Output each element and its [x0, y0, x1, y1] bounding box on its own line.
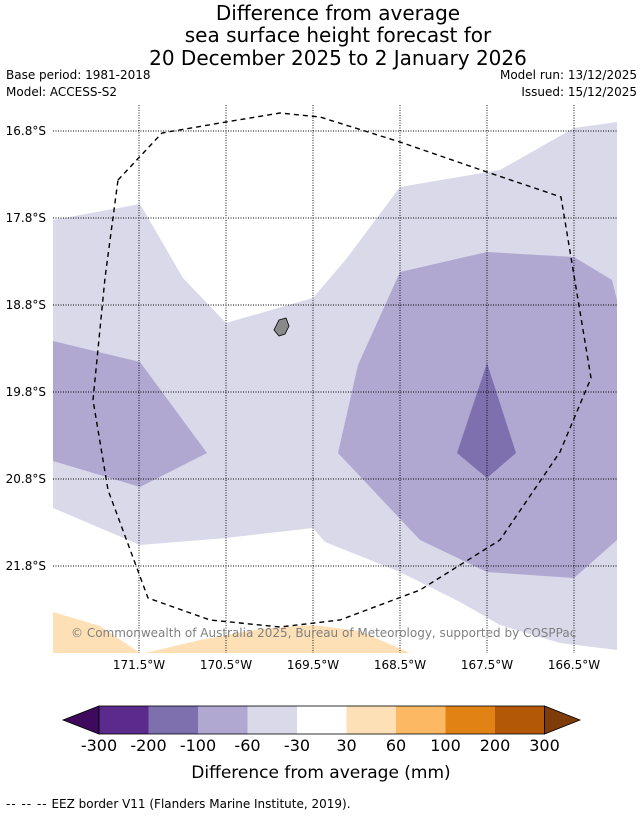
colorbar-title: Difference from average (mm) [191, 763, 450, 783]
colorbar-swatch [198, 706, 248, 734]
colorbar-tick-label: 30 [336, 736, 356, 755]
anomaly-band-medium-west [53, 341, 207, 487]
niue-island [273, 317, 290, 337]
longitude-label: 167.5°W [461, 658, 513, 672]
title-line-2: sea surface height forecast for [184, 23, 492, 47]
colorbar-tick-label: -200 [130, 736, 166, 755]
eez-footnote: -- -- -- EEZ border V11 (Flanders Marine… [6, 797, 351, 811]
latitude-label: 21.8°S [6, 559, 46, 573]
colorbar-tick-label: -300 [81, 736, 117, 755]
title-line-1: Difference from average [215, 1, 461, 25]
issued-date: Issued: 15/12/2025 [521, 85, 637, 99]
colorbar-tick-label: 300 [529, 736, 560, 755]
colorbar-frame [98, 705, 545, 735]
colorbar-swatch [99, 706, 149, 734]
title-line-3: 20 December 2025 to 2 January 2026 [149, 46, 527, 70]
latitude-label: 17.8°S [6, 211, 46, 225]
latitude-label: 16.8°S [6, 124, 46, 138]
colorbar-swatch [297, 706, 347, 734]
latitude-label: 20.8°S [6, 472, 46, 486]
colorbar-tick-label: -100 [180, 736, 216, 755]
map-panel: 16.8°S 17.8°S 18.8°S 19.8°S 20.8°S 21.8°… [6, 105, 617, 672]
anomaly-band-positive-southwest [53, 612, 140, 653]
base-period: Base period: 1981-2018 [6, 68, 151, 82]
colorbar-extension-low [61, 705, 100, 735]
colorbar-swatch [247, 706, 297, 734]
longitude-label: 166.5°W [548, 658, 600, 672]
anomaly-band-dark [457, 363, 516, 478]
colorbar-ticks: -300 -200 -100 -60 -30 30 60 100 200 300 [81, 736, 560, 755]
gridlines [53, 105, 617, 653]
colorbar-extension-high [544, 705, 582, 735]
longitude-label: 170.5°W [200, 658, 252, 672]
latitude-label: 18.8°S [6, 298, 46, 312]
copyright-notice: © Commonwealth of Australia 2025, Bureau… [71, 626, 576, 640]
colorbar-tick-label: -30 [284, 736, 310, 755]
colorbar-swatch [445, 706, 495, 734]
colorbar-swatch [396, 706, 446, 734]
colorbar-tick-label: 200 [480, 736, 511, 755]
colorbar-swatch [346, 706, 396, 734]
colorbar-swatches [61, 705, 582, 735]
latitude-label: 19.8°S [6, 385, 46, 399]
eez-dash-symbol: -- -- -- [6, 797, 48, 811]
model-name: Model: ACCESS-S2 [6, 85, 118, 99]
anomaly-band-neutral-north [53, 105, 617, 323]
model-run: Model run: 13/12/2025 [499, 68, 637, 82]
anomaly-band-positive-south [145, 625, 410, 653]
colorbar-legend: -300 -200 -100 -60 -30 30 60 100 200 300 Differen… [61, 705, 582, 783]
anomaly-band-neutral-south [53, 508, 617, 653]
colorbar-swatch [495, 706, 545, 734]
longitude-label: 171.5°W [113, 658, 165, 672]
colorbar-tick-label: -60 [234, 736, 260, 755]
eez-border-line [92, 112, 592, 628]
longitude-label: 169.5°W [287, 658, 339, 672]
colorbar-swatch [148, 706, 198, 734]
colorbar-tick-label: 60 [386, 736, 406, 755]
map-field [53, 105, 617, 653]
longitude-label: 168.5°W [374, 658, 426, 672]
eez-footnote-label: EEZ border V11 (Flanders Marine Institut… [51, 797, 351, 811]
colorbar-tick-label: 100 [430, 736, 461, 755]
